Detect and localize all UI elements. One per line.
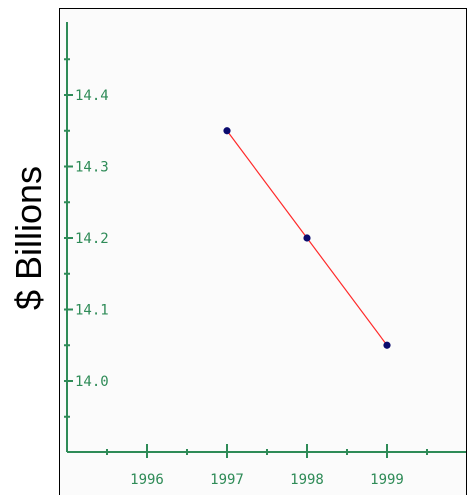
x-tick-label: 1997	[210, 472, 244, 488]
x-tick-label: 1998	[290, 472, 324, 488]
data-point	[303, 234, 311, 242]
y-tick-label: 14.4	[75, 88, 109, 104]
y-tick-label: 14.2	[75, 231, 109, 247]
data-point	[223, 127, 231, 135]
data-point	[383, 341, 391, 349]
y-tick-label: 14.3	[75, 160, 109, 176]
y-axis-title-area: $ Billions	[0, 0, 58, 495]
plot-frame	[59, 8, 467, 495]
y-tick-label: 14.1	[75, 303, 109, 319]
y-tick-label: 14.0	[75, 374, 109, 390]
x-tick-label: 1999	[370, 472, 404, 488]
x-tick-label: 1996	[130, 472, 164, 488]
